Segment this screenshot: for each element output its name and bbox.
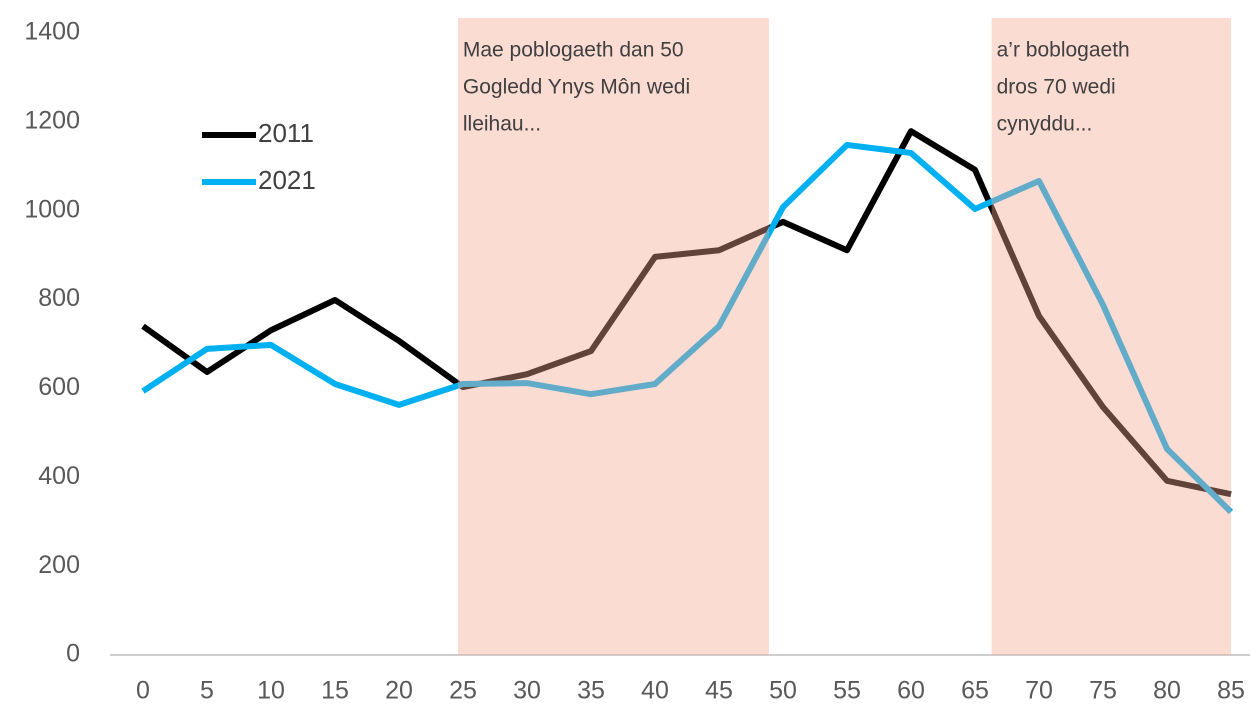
x-tick-label: 60: [897, 677, 925, 702]
x-tick-label: 55: [833, 677, 861, 702]
y-tick-label: 200: [38, 551, 80, 579]
y-tick-label: 600: [38, 373, 80, 401]
y-tick-label: 400: [38, 462, 80, 490]
plot-lines: [110, 128, 1250, 656]
annotation: cynyddu...: [997, 113, 1093, 136]
labels: 0 200 400 600 800 1000 1200 1400 0 5 10 15 20 25 30 35 4…: [24, 18, 1245, 705]
x-tick-label: 40: [641, 677, 669, 702]
x-tick-label: 45: [705, 677, 733, 702]
annotation: dros 70 wedi: [997, 76, 1116, 99]
x-tick-label: 80: [1153, 677, 1181, 702]
annotation: lleihau...: [463, 113, 541, 136]
annotation: a’r boblogaeth: [997, 39, 1130, 62]
x-tick-label: 30: [513, 677, 541, 702]
x-tick-label: 15: [321, 677, 349, 702]
x-tick-label: 65: [961, 677, 989, 702]
shaded-band: [991, 18, 1231, 655]
x-tick-label: 70: [1025, 677, 1053, 702]
y-tick-label: 800: [38, 284, 80, 312]
annotation-bands: [457, 18, 1231, 655]
series-line: [141, 141, 1234, 515]
series-line: [141, 128, 1232, 498]
y-tick-label: 1000: [24, 195, 80, 223]
y-tick-label: 1400: [24, 18, 80, 46]
x-tick-label: 35: [577, 677, 605, 702]
x-tick-label: 5: [200, 677, 214, 702]
x-tick-label: 85: [1217, 677, 1245, 702]
x-tick-label: 25: [449, 677, 477, 702]
legend-label: 2021: [258, 165, 316, 195]
x-tick-label: 75: [1089, 677, 1117, 702]
legend-label: 2011: [258, 118, 314, 148]
y-tick-label: 0: [66, 640, 80, 668]
x-tick-label: 20: [385, 677, 413, 702]
annotation: Mae poblogaeth dan 50: [463, 39, 684, 62]
y-tick-label: 1200: [24, 106, 80, 134]
shaded-band: [457, 18, 769, 655]
x-tick-label: 10: [257, 677, 285, 702]
annotation: Gogledd Ynys Môn wedi: [463, 76, 690, 99]
x-tick-label: 50: [769, 677, 797, 702]
x-tick-label: 0: [136, 677, 150, 702]
